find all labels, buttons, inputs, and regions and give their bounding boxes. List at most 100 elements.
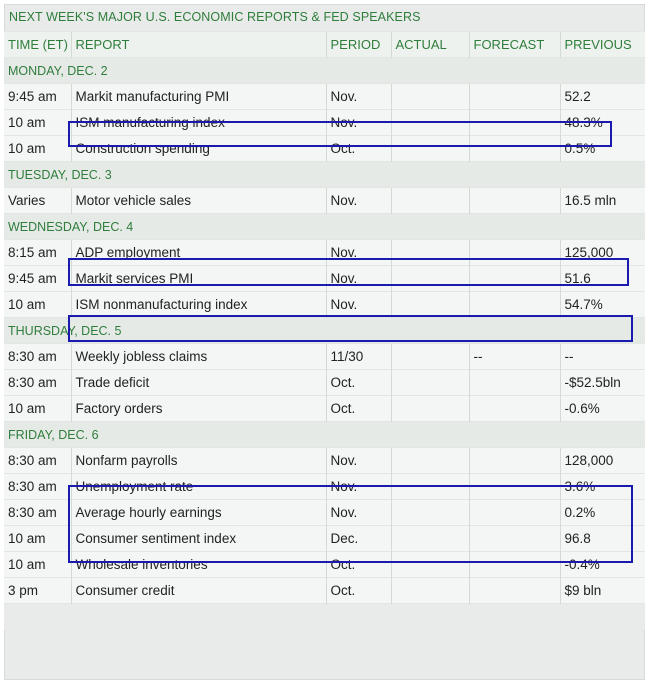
report-cell: Nonfarm payrolls	[70, 447, 326, 474]
report-cell: ISM manufacturing index	[70, 109, 326, 136]
report-cell: Consumer sentiment index	[70, 525, 326, 552]
table-row: 10 am Factory orders Oct. -0.6%	[4, 395, 645, 422]
forecast-cell	[468, 291, 560, 318]
period-cell: Nov.	[325, 187, 391, 214]
report-cell: Weekly jobless claims	[70, 343, 326, 370]
day-header-row: WEDNESDAY, DEC. 4	[4, 213, 645, 240]
day-label: THURSDAY, DEC. 5	[4, 317, 645, 344]
table-body: MONDAY, DEC. 2 9:45 am Markit manufacturin…	[4, 57, 645, 630]
table-footer-spacer	[4, 603, 645, 630]
previous-cell: -0.4%	[559, 551, 645, 578]
table-row: 8:30 am Weekly jobless claims 11/30 -- --	[4, 343, 645, 370]
report-cell: Average hourly earnings	[70, 499, 326, 526]
previous-cell: 0.2%	[559, 499, 645, 526]
forecast-cell	[468, 83, 560, 110]
column-header-previous: PREVIOUS	[559, 31, 645, 58]
report-cell: Unemployment rate	[70, 473, 326, 500]
previous-cell: -0.6%	[559, 395, 645, 422]
actual-cell	[390, 525, 469, 552]
previous-cell: -$52.5bln	[559, 369, 645, 396]
time-cell: 10 am	[4, 109, 71, 136]
time-cell: 8:30 am	[4, 499, 71, 526]
report-cell: Wholesale inventories	[70, 551, 326, 578]
period-cell: Nov.	[325, 447, 391, 474]
forecast-cell	[468, 369, 560, 396]
time-cell: 8:30 am	[4, 447, 71, 474]
time-cell: 8:30 am	[4, 473, 71, 500]
report-cell: ISM nonmanufacturing index	[70, 291, 326, 318]
forecast-cell	[468, 109, 560, 136]
forecast-cell	[468, 551, 560, 578]
day-label: WEDNESDAY, DEC. 4	[4, 213, 645, 240]
table-row: 9:45 am Markit services PMI Nov. 51.6	[4, 265, 645, 292]
previous-cell: 52.2	[559, 83, 645, 110]
report-cell: Construction spending	[70, 135, 326, 162]
period-cell: Nov.	[325, 239, 391, 266]
table-row: 10 am Wholesale inventories Oct. -0.4%	[4, 551, 645, 578]
report-cell: Motor vehicle sales	[70, 187, 326, 214]
forecast-cell	[468, 395, 560, 422]
forecast-cell	[468, 473, 560, 500]
period-cell: 11/30	[325, 343, 391, 370]
table-row: 8:30 am Unemployment rate Nov. 3.6%	[4, 473, 645, 500]
time-cell: 10 am	[4, 291, 71, 318]
previous-cell: 96.8	[559, 525, 645, 552]
forecast-cell	[468, 577, 560, 604]
report-cell: Factory orders	[70, 395, 326, 422]
table-row: 10 am ISM manufacturing index Nov. 48.3%	[4, 109, 645, 136]
time-cell: 8:30 am	[4, 343, 71, 370]
forecast-cell	[468, 525, 560, 552]
actual-cell	[390, 239, 469, 266]
table-row: Varies Motor vehicle sales Nov. 16.5 mln	[4, 187, 645, 214]
period-cell: Oct.	[325, 369, 391, 396]
period-cell: Nov.	[325, 473, 391, 500]
forecast-cell	[468, 135, 560, 162]
report-cell: ADP employment	[70, 239, 326, 266]
time-cell: 8:15 am	[4, 239, 71, 266]
previous-cell: --	[559, 343, 645, 370]
forecast-cell: --	[468, 343, 560, 370]
period-cell: Oct.	[325, 395, 391, 422]
actual-cell	[390, 499, 469, 526]
time-cell: 8:30 am	[4, 369, 71, 396]
period-cell: Oct.	[325, 135, 391, 162]
day-header-row: TUESDAY, DEC. 3	[4, 161, 645, 188]
previous-cell: 0.5%	[559, 135, 645, 162]
forecast-cell	[468, 187, 560, 214]
report-cell: Trade deficit	[70, 369, 326, 396]
actual-cell	[390, 551, 469, 578]
previous-cell: 3.6%	[559, 473, 645, 500]
time-cell: 3 pm	[4, 577, 71, 604]
column-header-forecast: FORECAST	[468, 31, 560, 58]
table-row: 8:15 am ADP employment Nov. 125,000	[4, 239, 645, 266]
report-cell: Markit manufacturing PMI	[70, 83, 326, 110]
table-row: 8:30 am Trade deficit Oct. -$52.5bln	[4, 369, 645, 396]
table-row: 9:45 am Markit manufacturing PMI Nov. 52.2	[4, 83, 645, 110]
actual-cell	[390, 395, 469, 422]
actual-cell	[390, 473, 469, 500]
forecast-cell	[468, 499, 560, 526]
day-label: FRIDAY, DEC. 6	[4, 421, 645, 448]
previous-cell: 54.7%	[559, 291, 645, 318]
period-cell: Nov.	[325, 499, 391, 526]
previous-cell: 128,000	[559, 447, 645, 474]
period-cell: Dec.	[325, 525, 391, 552]
time-cell: 9:45 am	[4, 265, 71, 292]
time-cell: 10 am	[4, 525, 71, 552]
column-header-period: PERIOD	[325, 31, 391, 58]
forecast-cell	[468, 239, 560, 266]
day-header-row: THURSDAY, DEC. 5	[4, 317, 645, 344]
table-row: 10 am Construction spending Oct. 0.5%	[4, 135, 645, 162]
period-cell: Nov.	[325, 109, 391, 136]
time-cell: Varies	[4, 187, 71, 214]
actual-cell	[390, 83, 469, 110]
previous-cell: 125,000	[559, 239, 645, 266]
table-row: 3 pm Consumer credit Oct. $9 bln	[4, 577, 645, 604]
time-cell: 10 am	[4, 551, 71, 578]
column-header-time: TIME (ET)	[4, 31, 71, 58]
actual-cell	[390, 265, 469, 292]
time-cell: 9:45 am	[4, 83, 71, 110]
column-header-report: REPORT	[70, 31, 326, 58]
time-cell: 10 am	[4, 395, 71, 422]
actual-cell	[390, 447, 469, 474]
